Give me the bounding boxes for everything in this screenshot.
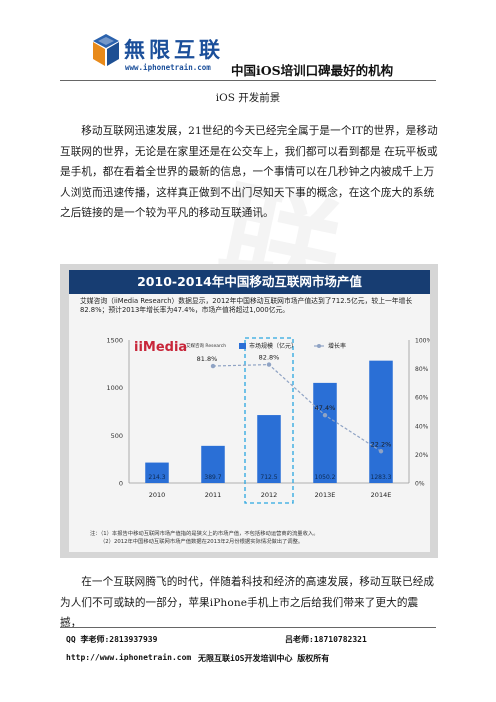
footer-qq: QQ 李老师:2813937939 xyxy=(66,635,158,644)
legend-swatch-market xyxy=(239,343,246,349)
bar-value-label: 1050.2 xyxy=(315,474,336,481)
chart-plot: 0 500 1000 1500 0% 20% 40% 60% 80% 100% 214.3 389.7… xyxy=(106,337,430,504)
logo-name: 無限互联 xyxy=(124,38,224,62)
growth-point-2014E xyxy=(378,449,384,454)
highlight-box-2012 xyxy=(244,337,294,504)
footer-contact-lv: 吕老师:18710782321 xyxy=(285,635,367,644)
bar-2013E xyxy=(313,382,337,483)
bar-value-label: 1283.3 xyxy=(371,474,392,481)
y2-tick-label: 40% xyxy=(415,423,429,430)
x-tick-label: 2010 xyxy=(149,491,166,499)
bar-value-label: 389.7 xyxy=(204,474,221,481)
growth-line xyxy=(212,363,382,452)
legend-marker-growth xyxy=(317,344,321,348)
bar-value-label: 214.3 xyxy=(148,474,165,481)
x-tick-label: 2013E xyxy=(315,491,336,499)
chart-note-2: （2）2012年中国移动互联网市场产值数据在2013年2月份根据实际情况做出了调… xyxy=(100,539,304,545)
iimedia-logo: iiMedia xyxy=(134,340,188,355)
y2-tick-label: 80% xyxy=(415,366,429,373)
footer-url[interactable]: http://www.iphonetrain.com xyxy=(66,653,192,662)
header-divider xyxy=(60,80,436,81)
chart-title-bar xyxy=(69,270,430,294)
bar-2011 xyxy=(201,445,225,483)
growth-point-2012 xyxy=(266,362,272,367)
bar-value-label: 712.5 xyxy=(260,474,277,481)
y2-tick-label: 20% xyxy=(415,452,429,459)
chart-title: 2010-2014年中国移动互联网市场产值 xyxy=(137,274,362,289)
logo-cube-icon xyxy=(93,34,119,66)
bar-2012 xyxy=(257,415,281,483)
legend-label-growth: 增长率 xyxy=(328,342,346,350)
growth-label: 82.8% xyxy=(259,354,280,362)
y-tick-label: 1000 xyxy=(106,384,123,392)
y2-tick-label: 60% xyxy=(415,395,429,402)
y-tick-label: 500 xyxy=(111,432,123,440)
bar-2014E xyxy=(369,360,393,483)
x-tick-label: 2012 xyxy=(261,491,278,499)
footer-copyright: 无限互联iOS开发培训中心 版权所有 xyxy=(198,654,330,663)
legend-label-market: 市场规模（亿元） xyxy=(249,342,297,350)
paragraph-intro: 移动互联网迅速发展，21世纪的今天已经完全属于是一个IT的世界，是移动互联网的世… xyxy=(60,125,438,219)
growth-label: 81.8% xyxy=(197,355,218,363)
growth-label: 47.4% xyxy=(315,404,336,412)
chart-description: 艾媒咨询（iiMedia Research）数据显示，2012年中国移动互联网市… xyxy=(80,297,413,314)
growth-point-2011 xyxy=(210,363,216,369)
paragraph-second: 在一个互联网腾飞的时代，伴随着科技和经济的高速发展，移动互联已经成为人们不可或缺… xyxy=(60,576,435,629)
growth-label: 22.2% xyxy=(371,440,392,448)
x-tick-label: 2014E xyxy=(371,491,392,499)
x-tick-label: 2011 xyxy=(205,491,222,499)
growth-point-2013E xyxy=(322,413,328,418)
y2-tick-label: 100% xyxy=(415,338,430,345)
y-tick-label: 0 xyxy=(119,480,123,488)
y-tick-label: 1500 xyxy=(106,337,123,345)
chart-notes: 注：（1）本报告中移动互联网市场产值指的是狭义上的市场产值，不包括移动运营商的流… xyxy=(90,530,420,546)
header-slogan: 中国iOS培训口碑最好的机构 xyxy=(231,63,394,78)
page-title: iOS 开发前景 xyxy=(215,92,281,104)
footer-divider xyxy=(60,627,436,628)
y2-tick-label: 0% xyxy=(415,481,425,488)
bar-2010 xyxy=(145,462,169,483)
logo-url: www.iphonetrain.com xyxy=(125,63,211,72)
chart-note-1: 注：（1）本报告中移动互联网市场产值指的是狭义上的市场产值，不包括移动运营商的流… xyxy=(90,531,319,537)
iimedia-logo-sub: 艾媒咨询 Research xyxy=(186,344,227,349)
